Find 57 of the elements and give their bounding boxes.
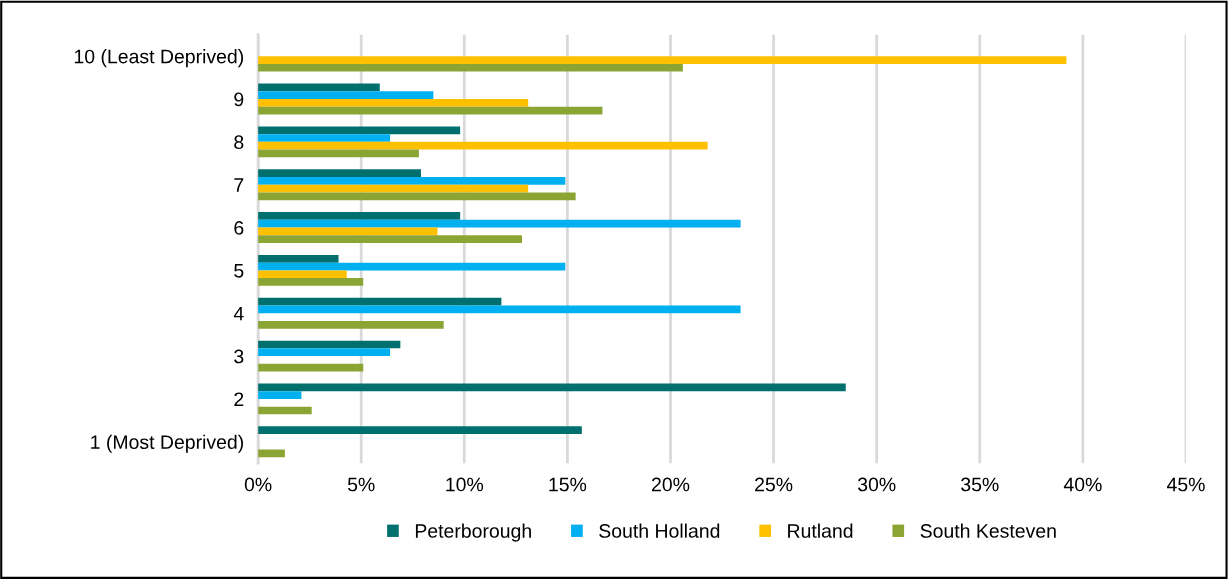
bar <box>258 270 347 279</box>
legend-label: Peterborough <box>415 523 531 542</box>
x-tick-label: 10% <box>446 477 484 492</box>
y-tick-label: 4 <box>233 306 244 321</box>
y-tick-label: 8 <box>234 135 244 150</box>
y-tick-label: 1 (Most Deprived) <box>91 434 243 453</box>
bar <box>258 406 312 415</box>
bar <box>258 391 302 399</box>
y-tick-label: 2 <box>234 392 244 406</box>
bar <box>258 340 401 349</box>
x-tick-label: 15% <box>549 477 587 492</box>
legend-label: South Kesteven <box>920 523 1056 538</box>
bar <box>258 192 576 201</box>
x-tick-label: 40% <box>1063 477 1102 492</box>
bar <box>258 83 380 92</box>
bar <box>258 278 364 286</box>
x-tick-label: 35% <box>961 477 999 492</box>
bar <box>258 219 741 228</box>
bar <box>258 449 285 458</box>
bar <box>258 320 444 329</box>
x-tick-label: 30% <box>857 477 896 492</box>
bar <box>258 56 1067 64</box>
bar <box>258 227 438 236</box>
bar <box>258 63 683 72</box>
y-tick-label: 5 <box>234 264 244 278</box>
bar <box>258 297 502 306</box>
bar <box>258 235 523 243</box>
bar <box>258 176 566 185</box>
bar <box>258 383 846 392</box>
x-tick-label: 0% <box>244 477 272 492</box>
bar <box>258 363 364 372</box>
y-tick-label: 3 <box>234 349 244 364</box>
bar <box>258 149 419 158</box>
bar <box>258 348 391 357</box>
bar <box>258 169 421 177</box>
bar <box>258 262 566 271</box>
x-tick-label: 25% <box>755 477 793 492</box>
y-tick-label: 6 <box>234 221 244 235</box>
bar <box>258 212 461 220</box>
bar <box>258 126 461 135</box>
bar <box>258 134 391 142</box>
x-tick-label: 45% <box>1166 477 1205 492</box>
bar <box>258 91 434 100</box>
bar <box>258 106 603 115</box>
bar <box>258 141 708 150</box>
y-tick-label: 9 <box>234 92 244 107</box>
legend-label: Rutland <box>788 523 853 538</box>
legend-label: South Holland <box>599 523 720 538</box>
bar <box>258 184 529 193</box>
bar <box>258 426 582 435</box>
bar <box>258 99 529 107</box>
x-tick-label: 20% <box>652 477 690 492</box>
bar <box>258 254 339 263</box>
y-tick-label: 7 <box>234 178 244 192</box>
x-tick-label: 5% <box>347 477 375 492</box>
y-tick-label: 10 (Least Deprived) <box>74 49 244 68</box>
bar <box>258 305 741 314</box>
